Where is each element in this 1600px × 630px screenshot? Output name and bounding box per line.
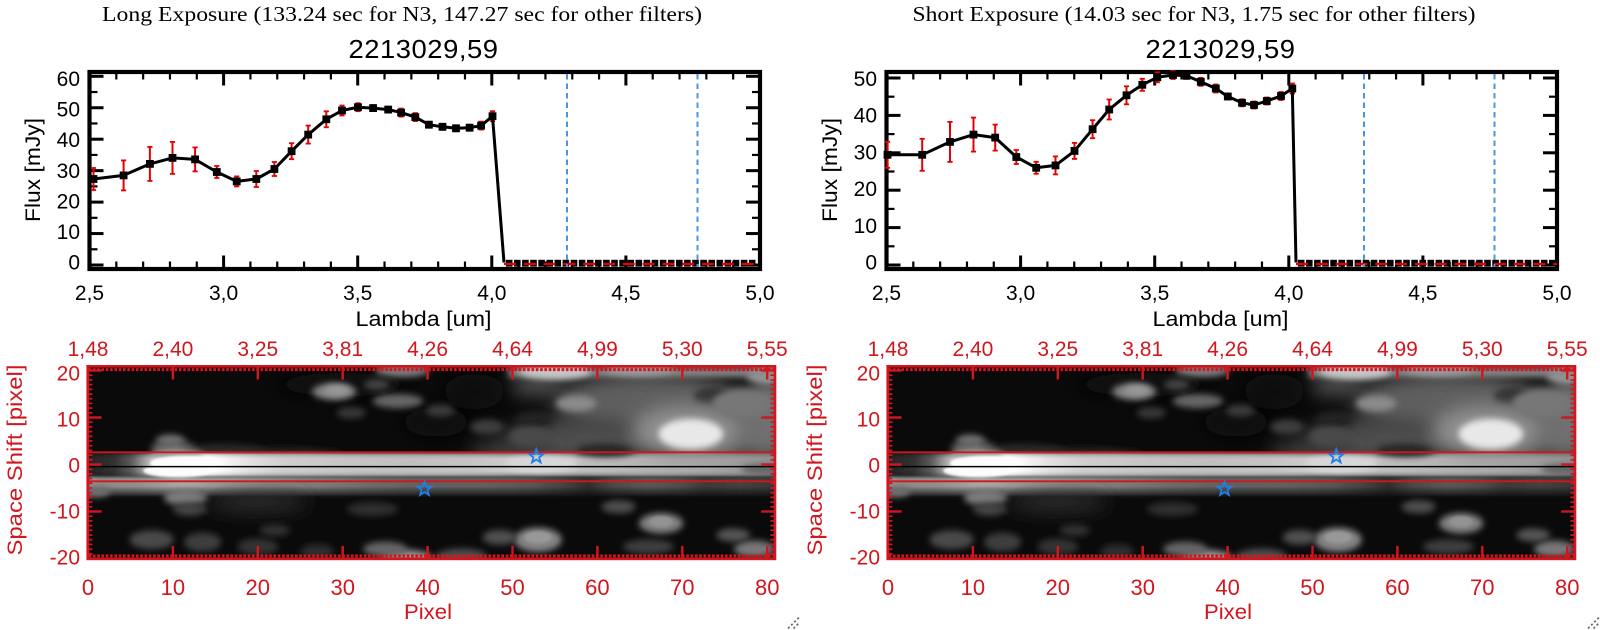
svg-text:80: 80 bbox=[755, 575, 779, 600]
svg-text:4,0: 4,0 bbox=[1274, 282, 1303, 305]
svg-text:Lambda [um]: Lambda [um] bbox=[356, 307, 492, 331]
svg-text:0: 0 bbox=[68, 252, 80, 275]
svg-text:3,5: 3,5 bbox=[343, 282, 372, 305]
svg-text:40: 40 bbox=[854, 105, 877, 128]
svg-text:50: 50 bbox=[57, 99, 80, 122]
svg-text:3,0: 3,0 bbox=[209, 282, 238, 305]
svg-text:20: 20 bbox=[57, 190, 80, 213]
svg-text:Long Exposure (133.24 sec for: Long Exposure (133.24 sec for N3, 147.27… bbox=[102, 2, 702, 26]
svg-text:0: 0 bbox=[68, 455, 80, 478]
svg-text:60: 60 bbox=[585, 575, 609, 600]
svg-text:3,81: 3,81 bbox=[322, 338, 363, 361]
svg-text:20: 20 bbox=[57, 363, 80, 386]
svg-text:4,5: 4,5 bbox=[611, 282, 640, 305]
svg-text:70: 70 bbox=[670, 575, 694, 600]
svg-text:4,26: 4,26 bbox=[407, 338, 448, 361]
svg-text:Flux [mJy]: Flux [mJy] bbox=[21, 118, 45, 222]
svg-text:Flux [mJy]: Flux [mJy] bbox=[818, 118, 842, 222]
svg-text:20: 20 bbox=[854, 178, 877, 201]
svg-text:4,5: 4,5 bbox=[1408, 282, 1437, 305]
svg-text:30: 30 bbox=[57, 160, 80, 183]
svg-text:50: 50 bbox=[854, 68, 877, 91]
svg-text:50: 50 bbox=[500, 575, 524, 600]
svg-text:4,99: 4,99 bbox=[577, 338, 618, 361]
svg-text:20: 20 bbox=[246, 575, 270, 600]
svg-text:-20: -20 bbox=[50, 547, 80, 570]
svg-text:10: 10 bbox=[854, 215, 877, 238]
svg-text:40: 40 bbox=[57, 129, 80, 152]
svg-text:Pixel: Pixel bbox=[404, 600, 452, 624]
svg-text:40: 40 bbox=[415, 575, 439, 600]
svg-text:10: 10 bbox=[57, 409, 80, 432]
svg-text:2213029,59: 2213029,59 bbox=[349, 34, 499, 64]
svg-text:0: 0 bbox=[865, 252, 877, 275]
svg-text:3,25: 3,25 bbox=[237, 338, 278, 361]
svg-text:2213029,59: 2213029,59 bbox=[1146, 34, 1296, 64]
svg-text:Space Shift [pixel]: Space Shift [pixel] bbox=[3, 365, 27, 556]
svg-text:30: 30 bbox=[854, 141, 877, 164]
svg-text:3,0: 3,0 bbox=[1006, 282, 1035, 305]
svg-text:-10: -10 bbox=[50, 501, 80, 524]
svg-text:4,0: 4,0 bbox=[477, 282, 506, 305]
svg-text:4,64: 4,64 bbox=[492, 338, 533, 361]
svg-text:10: 10 bbox=[161, 575, 185, 600]
svg-text:5,55: 5,55 bbox=[747, 338, 788, 361]
svg-text:1,48: 1,48 bbox=[68, 338, 109, 361]
svg-text:30: 30 bbox=[330, 575, 354, 600]
svg-text:2,5: 2,5 bbox=[75, 282, 104, 305]
svg-text:Lambda [um]: Lambda [um] bbox=[1153, 307, 1289, 331]
svg-text:2,5: 2,5 bbox=[872, 282, 901, 305]
svg-text:3,5: 3,5 bbox=[1140, 282, 1169, 305]
svg-text:10: 10 bbox=[57, 221, 80, 244]
svg-text:0: 0 bbox=[82, 575, 94, 600]
svg-text:5,0: 5,0 bbox=[745, 282, 774, 305]
svg-text:5,0: 5,0 bbox=[1542, 282, 1571, 305]
svg-text:60: 60 bbox=[57, 68, 80, 91]
svg-text:Short Exposure (14.03 sec for: Short Exposure (14.03 sec for N3, 1.75 s… bbox=[913, 2, 1476, 26]
svg-text:2,40: 2,40 bbox=[152, 338, 193, 361]
svg-text:5,30: 5,30 bbox=[662, 338, 703, 361]
